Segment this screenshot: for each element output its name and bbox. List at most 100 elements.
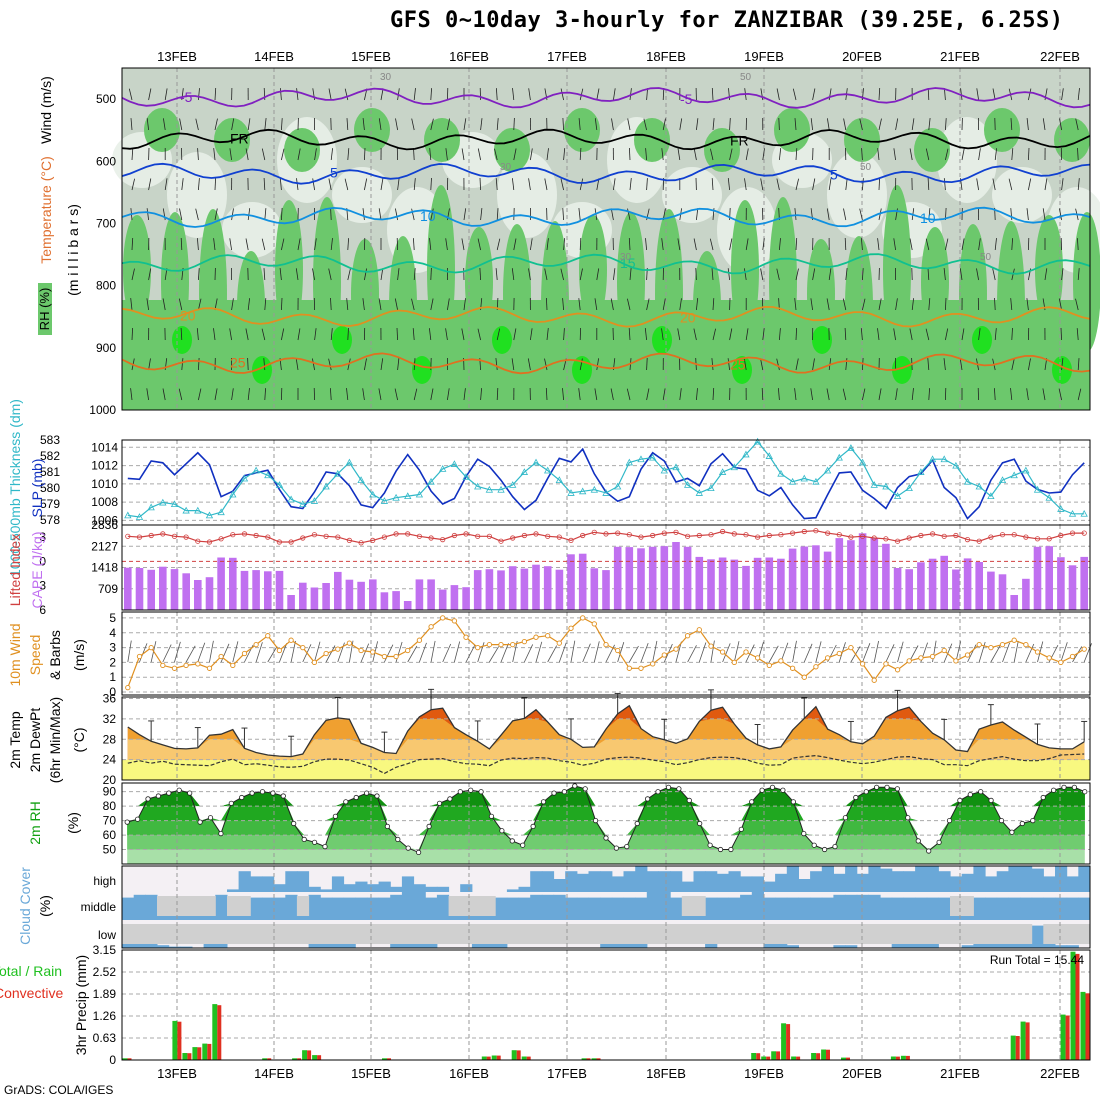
lifted-index-marker (253, 532, 259, 539)
precip-convective-bar (796, 1056, 801, 1060)
cloud-clear-bar (413, 924, 426, 944)
rh-marker (415, 849, 422, 856)
cloud-cover-bar (495, 942, 508, 948)
thickness-marker (625, 458, 633, 466)
cloud-cover-bar (973, 866, 986, 892)
rh-marker (603, 835, 609, 841)
lifted-index-marker (288, 539, 294, 545)
wind-barb (994, 388, 996, 401)
date-label-top: 13FEB (157, 49, 197, 64)
thickness-marker (858, 458, 867, 466)
cloud-cover-bar (378, 897, 391, 920)
rh-saturated-area (812, 326, 832, 354)
wind-tick-label: 3 (109, 641, 116, 655)
cape-bar (882, 543, 890, 610)
cloud-cover-bar (658, 871, 671, 892)
rh-marker (915, 838, 921, 844)
cloud-cover-bar (495, 897, 508, 920)
wind-barb (330, 328, 333, 341)
wind-barb (711, 358, 714, 371)
cape-bar (567, 554, 575, 610)
rh-saturated-area (732, 356, 752, 384)
wind-barb (1061, 268, 1064, 281)
wind-barb (662, 87, 665, 101)
wind-speed-marker (743, 649, 749, 655)
thickness-marker (485, 485, 494, 493)
rh-marker (488, 813, 495, 819)
surface-wind-barb (465, 645, 476, 663)
lifted-index-marker (591, 529, 597, 535)
wind-barb (1077, 268, 1080, 281)
wind-barb (511, 268, 515, 281)
cloud-cover-bar (588, 871, 601, 892)
cloud-cover-bar (775, 897, 788, 920)
wind-barb (677, 328, 681, 341)
wind-barb (496, 387, 499, 401)
wind-barb (1028, 358, 1031, 371)
surface-wind-barb (139, 643, 148, 663)
wind10m-axis-label: 10m Wind (7, 623, 23, 686)
wind-barb (646, 357, 648, 371)
slp-axis-label: SLP (mb) (29, 459, 45, 518)
wind-barb (430, 118, 434, 131)
cloud-cover-bar (285, 871, 298, 892)
wind-barb (247, 357, 249, 371)
wind-barb (1058, 388, 1062, 401)
wind-barb (378, 388, 382, 401)
cloud-cover-bar (728, 871, 741, 892)
wind-barb (546, 148, 549, 161)
wind-speed-marker (999, 641, 1006, 648)
isotherm-label: 10 (920, 210, 936, 226)
wind-barb (745, 238, 749, 251)
precip-convective-bar (526, 1056, 531, 1060)
wind-barb (828, 268, 832, 281)
wind-barb (264, 388, 266, 401)
wind-barb (560, 178, 564, 191)
cloud-clear-bar (355, 924, 368, 944)
cloud-clear-bar (541, 924, 555, 944)
wind-barb (911, 118, 915, 131)
rh-moist-area (123, 215, 151, 325)
cape-bar (753, 557, 762, 610)
thickness-marker (124, 511, 132, 519)
rh-marker (946, 817, 953, 824)
cape-bar (403, 601, 412, 610)
surface-wind-barb (547, 645, 558, 663)
rh-dry-area (222, 202, 282, 258)
wind-barb (945, 297, 947, 311)
cloud-cover-bar (926, 942, 939, 948)
wind-speed-marker (1069, 653, 1076, 660)
wind-barb (895, 118, 899, 131)
cloud-clear-bar (600, 924, 613, 944)
wind-barb (729, 328, 733, 341)
li-tick-label: -3 (35, 530, 46, 544)
cloud-cover-bar (891, 897, 904, 920)
rh-marker (655, 789, 661, 795)
cloud-cover-bar (705, 871, 718, 892)
cloud-clear-bar (1020, 924, 1033, 944)
wind-speed-marker (964, 652, 971, 658)
wind-barb (181, 178, 184, 191)
wind-speed-marker (510, 641, 516, 648)
cape-bar (520, 568, 529, 610)
wind-barb (330, 297, 332, 311)
thickness-marker (812, 477, 820, 485)
lifted-index-marker (859, 533, 866, 539)
wind-barb (626, 388, 631, 401)
wind-barb (794, 388, 797, 401)
surface-wind-barb (710, 640, 715, 663)
wind-speed-marker (848, 644, 854, 651)
wind-barb (812, 88, 816, 101)
lifted-index-marker (533, 531, 539, 537)
rh-saturated-area (172, 326, 192, 354)
cape-bar (345, 579, 354, 610)
wind-barb (511, 358, 515, 371)
lifted-index-axis-label: Lifted Index (7, 534, 23, 606)
wind-barb (528, 268, 531, 281)
thickness-marker (439, 465, 447, 472)
cloud-clear-bar (705, 924, 718, 944)
cloud-cover-bar (810, 871, 823, 892)
rh-marker (509, 838, 515, 844)
lifted-index-marker (1069, 530, 1076, 536)
rh-marker (426, 823, 432, 830)
